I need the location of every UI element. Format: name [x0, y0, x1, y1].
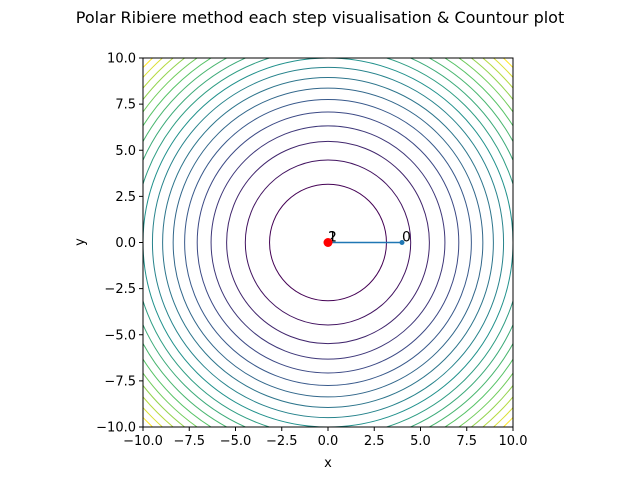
y-tick-label: 7.5	[115, 98, 136, 113]
y-axis-label: y	[73, 238, 88, 246]
contour-line	[172, 87, 484, 398]
x-axis-ticks: −10.0 −7.5 −5.0 −2.5 0.0 2.5 5.0 7.5 10.0	[123, 427, 527, 449]
y-tick-label: 5.0	[115, 144, 136, 159]
y-tick-label: 0.0	[115, 236, 136, 251]
step-label: 2	[328, 230, 337, 246]
x-tick-label: −10.0	[123, 434, 163, 449]
y-tick-label: 10.0	[107, 52, 136, 67]
contour-lines	[143, 58, 513, 427]
optimization-path: 0 12	[323, 230, 411, 247]
x-tick-label: 2.5	[364, 434, 385, 449]
x-tick-label: 5.0	[410, 434, 431, 449]
x-tick-label: −7.5	[173, 434, 205, 449]
contour-line	[244, 159, 412, 326]
y-tick-label: 2.5	[115, 190, 136, 205]
contour-line	[196, 111, 460, 374]
step-label: 1	[328, 230, 337, 246]
x-axis-label: x	[324, 456, 332, 471]
x-tick-label: 7.5	[456, 434, 477, 449]
contour-line	[162, 77, 494, 408]
path-point	[399, 240, 405, 245]
final-point	[323, 238, 333, 247]
contour-line	[226, 140, 430, 345]
y-axis-ticks: −10.0 −7.5 −5.0 −2.5 0.0 2.5 5.0 7.5 10.0	[96, 52, 143, 436]
y-tick-label: −10.0	[96, 421, 136, 436]
x-tick-label: 10.0	[499, 434, 528, 449]
y-tick-label: −2.5	[104, 282, 136, 297]
step-label: 0	[402, 230, 411, 246]
x-tick-label: −5.0	[220, 434, 252, 449]
x-tick-label: 0.0	[318, 434, 339, 449]
contour-line	[184, 99, 472, 386]
chart-title: Polar Ribiere method each step visualisa…	[76, 8, 564, 27]
contour-line	[210, 125, 446, 360]
y-tick-label: −5.0	[104, 328, 136, 343]
y-tick-label: −7.5	[104, 374, 136, 389]
x-tick-label: −2.5	[266, 434, 298, 449]
contour-line	[151, 66, 505, 419]
